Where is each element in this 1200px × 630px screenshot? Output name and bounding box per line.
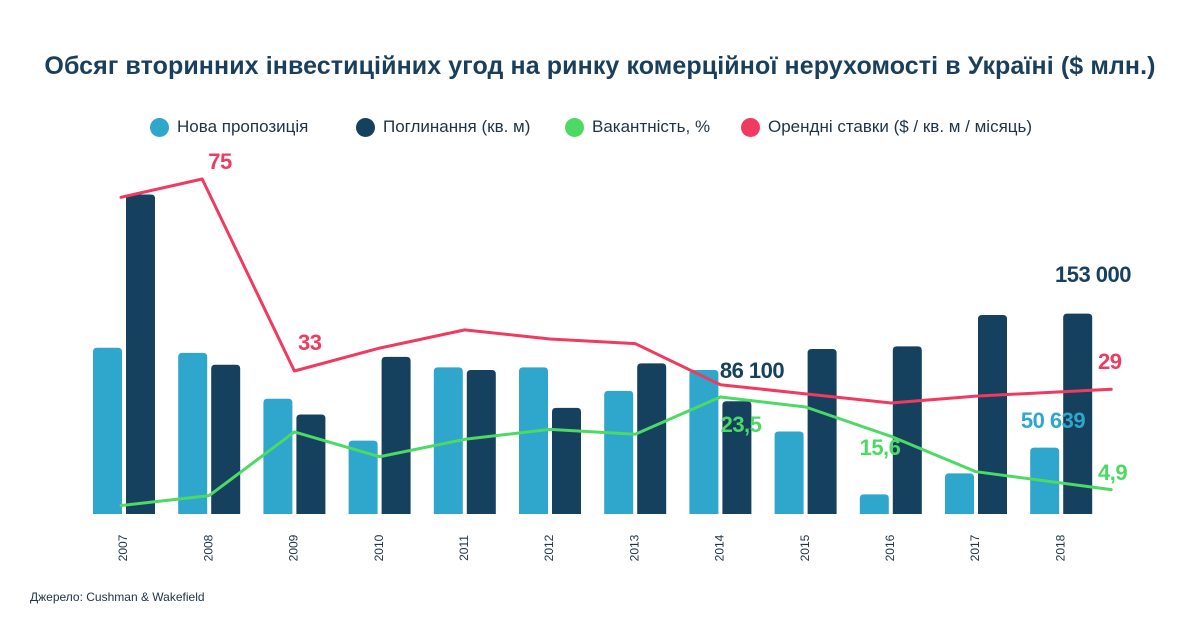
data-label: 86 100 [720,358,785,383]
x-tick-label: 2009 [287,534,301,561]
bar-new-supply [859,494,889,514]
x-tick-label: 2008 [201,534,215,561]
line-rent [119,177,1113,405]
data-label: 23,5 [721,412,762,437]
x-tick-label: 2010 [372,534,386,561]
data-label: 50 639 [1021,408,1086,433]
legend-label-absorption: Поглинання (кв. м) [383,117,531,136]
bar-absorption [552,407,581,514]
x-tick-label: 2014 [713,534,727,561]
bar-absorption [381,356,411,514]
x-tick-label: 2007 [116,534,130,561]
bar-new-supply [945,473,974,514]
bar-absorption [637,363,667,514]
bar-new-supply [604,390,634,514]
x-tick-label: 2016 [883,534,897,561]
bar-absorption [978,314,1007,514]
bar-absorption [296,414,326,514]
bar-absorption [1063,313,1093,514]
bar-absorption [466,369,496,514]
legend-marker-absorption [356,117,375,137]
x-tick-label: 2015 [798,534,812,561]
bar-absorption [722,401,752,514]
bar-absorption [892,346,922,514]
bar-new-supply [689,369,719,514]
legend-item-absorption: Поглинання (кв. м) [356,114,530,140]
x-tick-label: 2018 [1053,534,1067,561]
x-tick-label: 2012 [542,534,556,561]
bar-new-supply [178,352,208,514]
legend-label-new-supply: Нова пропозиція [177,117,309,136]
bar-new-supply [433,367,463,514]
data-label: 75 [208,149,232,174]
bar-absorption [807,349,837,514]
data-label: 29 [1098,349,1122,374]
data-label: 33 [298,330,322,355]
legend-label-rent: Орендні ставки ($ / кв. м / місяць) [768,117,1033,136]
chart-title: Обсяг вторинних інвестиційних угод на ри… [44,52,1156,80]
legend-marker-new-supply [150,117,169,137]
legend-item-rent: Орендні ставки ($ / кв. м / місяць) [741,114,1032,140]
legend-item-new-supply: Нова пропозиція [150,114,308,140]
legend-marker-rent [741,117,760,137]
source-note: Джерело: Cushman & Wakefield [30,590,205,604]
bar-new-supply [263,398,293,514]
bar-new-supply [93,347,122,514]
data-label: 4,9 [1098,460,1127,485]
line-vacancy [119,395,1113,507]
bar-new-supply [519,367,548,514]
bar-new-supply [774,431,804,514]
x-tick-label: 2013 [627,534,641,561]
data-label: 153 000 [1055,262,1131,287]
bar-new-supply [348,440,378,514]
legend: Нова пропозиція Поглинання (кв. м) Вакан… [0,114,1200,140]
x-tick-label: 2017 [968,534,982,561]
bar-absorption [126,194,155,514]
data-label: 15,6 [860,435,901,460]
legend-label-vacancy: Вакантність, % [592,117,711,136]
x-tick-label: 2011 [457,535,471,561]
legend-marker-vacancy [565,117,584,137]
legend-item-vacancy: Вакантність, % [565,114,710,140]
